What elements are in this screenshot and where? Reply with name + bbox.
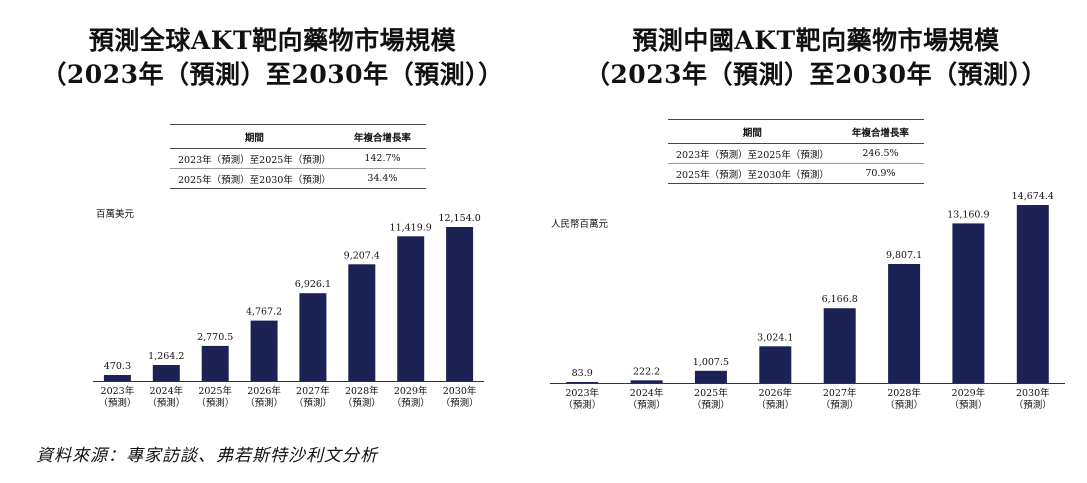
x-tick-note: （預測） [692,399,730,411]
x-tick-note: （預測） [98,397,136,409]
cagr-table: 期間 年複合增長率 2023年（預測）至2025年（預測） 246.5% 202… [668,119,924,184]
x-tick-note: （預測） [628,399,666,411]
cagr-header-period: 期間 [668,119,837,144]
bar [397,236,425,381]
cagr-header-period: 期間 [170,124,339,149]
data-label: 1,264.2 [148,351,184,362]
bar [566,382,599,383]
data-label: 12,154.0 [438,213,480,224]
x-tick-note: （預測） [441,397,479,409]
data-label: 83.9 [572,368,593,379]
bar [446,227,474,381]
data-label: 222.2 [633,366,660,377]
bar [823,308,856,383]
bar [152,365,180,381]
x-tick-note: （預測） [343,397,381,409]
x-tick-label: 2025年 [198,385,232,397]
data-label: 9,207.4 [344,250,380,261]
x-tick-label: 2025年 [694,387,728,399]
x-tick-label: 2024年 [630,387,664,399]
x-tick-label: 2028年 [887,387,921,399]
x-tick-label: 2027年 [296,385,330,397]
chart-title: 預測中國AKT靶向藥物市場規模 [632,26,1000,55]
bar [952,223,985,383]
cagr-period: 2023年（預測）至2025年（預測） [668,143,837,164]
x-tick-label: 2026年 [758,387,792,399]
cagr-rate: 246.5% [836,143,924,164]
bar [250,320,278,381]
x-tick-note: （預測） [563,399,601,411]
cagr-rate: 70.9% [836,163,924,184]
china-chart-panel: 預測中國AKT靶向藥物市場規模 （2023年（預測）至2030年（預測）） 期間… [545,0,1087,430]
x-tick-label: 2029年 [394,385,428,397]
x-tick-label: 2030年 [443,385,477,397]
bar [103,375,131,381]
x-tick-note: （預測） [147,397,185,409]
x-tick-note: （預測） [949,399,987,411]
bar [1016,205,1049,383]
cagr-table: 期間 年複合增長率 2023年（預測）至2025年（預測） 142.7% 202… [170,124,426,189]
global-chart-panel: 預測全球AKT靶向藥物市場規模 （2023年（預測）至2030年（預測）） 期間… [0,0,545,430]
data-label: 13,160.9 [947,209,989,220]
x-tick-label: 2023年 [101,385,135,397]
data-label: 4,767.2 [246,307,282,318]
source-note: 資料來源：專家訪談、弗若斯特沙利文分析 [36,446,378,466]
data-label: 14,674.4 [1012,191,1054,202]
cagr-period: 2025年（預測）至2030年（預測） [170,168,339,189]
x-tick-label: 2024年 [149,385,183,397]
bar [888,264,921,383]
chart-title: 預測全球AKT靶向藥物市場規模 [88,26,457,55]
x-tick-note: （預測） [1014,399,1052,411]
x-tick-note: （預測） [756,399,794,411]
data-label: 6,926.1 [295,279,331,290]
cagr-rate: 34.4% [338,168,426,189]
global-bar-chart: 470.32023年（預測）1,264.22024年（預測）2,770.5202… [93,213,484,409]
data-label: 2,770.5 [197,332,233,343]
y-unit-label: 人民幣百萬元 [551,219,609,230]
x-tick-note: （預測） [821,399,859,411]
chart-subtitle: （2023年（預測）至2030年（預測）） [584,60,1048,89]
data-label: 470.3 [104,361,131,372]
cagr-period: 2023年（預測）至2025年（預測） [170,148,339,169]
china-bar-chart: 83.92023年（預測）222.22024年（預測）1,007.52025年（… [550,191,1065,411]
x-tick-note: （預測） [392,397,430,409]
x-tick-note: （預測） [196,397,234,409]
x-tick-label: 2026年 [247,385,281,397]
cagr-header-rate: 年複合增長率 [836,119,924,144]
cagr-header-rate: 年複合增長率 [338,124,426,149]
y-unit-label: 百萬美元 [96,209,135,220]
bar [201,345,229,381]
data-label: 11,419.9 [390,222,432,233]
x-tick-label: 2028年 [345,385,379,397]
bar [630,380,663,383]
x-tick-note: （預測） [294,397,332,409]
x-tick-note: （預測） [885,399,923,411]
bar [348,264,376,381]
bar [299,293,327,381]
x-tick-label: 2023年 [565,387,599,399]
data-label: 6,166.8 [822,294,858,305]
x-tick-label: 2027年 [823,387,857,399]
data-label: 3,024.1 [757,332,793,343]
x-tick-note: （預測） [245,397,283,409]
bar [694,370,727,383]
cagr-period: 2025年（預測）至2030年（預測） [668,163,837,184]
bar [759,346,792,383]
x-tick-label: 2030年 [1016,387,1050,399]
x-tick-label: 2029年 [952,387,986,399]
data-label: 1,007.5 [693,357,729,368]
cagr-rate: 142.7% [338,148,426,169]
data-label: 9,807.1 [886,250,922,261]
chart-subtitle: （2023年（預測）至2030年（預測）） [41,60,504,89]
